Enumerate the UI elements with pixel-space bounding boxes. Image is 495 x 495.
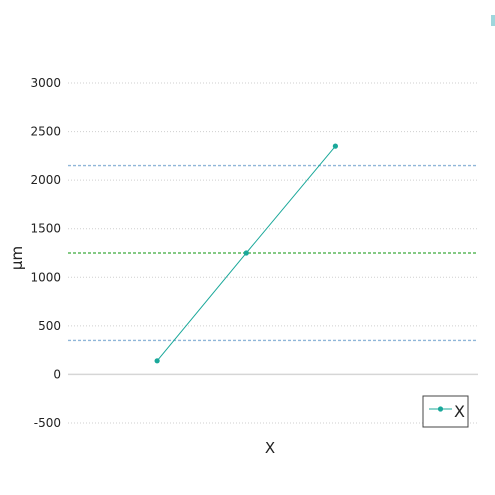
legend-label: X [454,402,465,421]
data-point [154,358,160,364]
y-axis-title: μm [8,246,26,270]
y-tick-label: 0 [53,367,61,381]
y-tick-label: -500 [34,416,61,430]
data-point [243,250,249,256]
legend[interactable]: X [422,395,469,428]
y-tick-label: 2500 [30,125,61,139]
legend-marker [437,406,444,412]
grid-lines [68,82,478,424]
series-layer [154,143,338,364]
x-axis-title: X [265,439,275,457]
y-tick-label: 3000 [30,76,61,90]
y-tick-label: 500 [38,319,61,333]
y-tick-label: 1500 [30,222,61,236]
y-tick-label: 2000 [30,173,61,187]
y-tick-label: 1000 [30,270,61,284]
data-point [332,143,338,149]
legend-box [422,395,469,428]
reference-lines [68,164,478,342]
corner-marker [491,15,495,26]
y-tick-labels: -500 0 500 1000 1500 2000 2500 3000 [30,76,61,430]
